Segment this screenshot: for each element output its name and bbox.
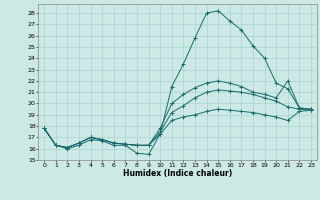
X-axis label: Humidex (Indice chaleur): Humidex (Indice chaleur) [123, 169, 232, 178]
